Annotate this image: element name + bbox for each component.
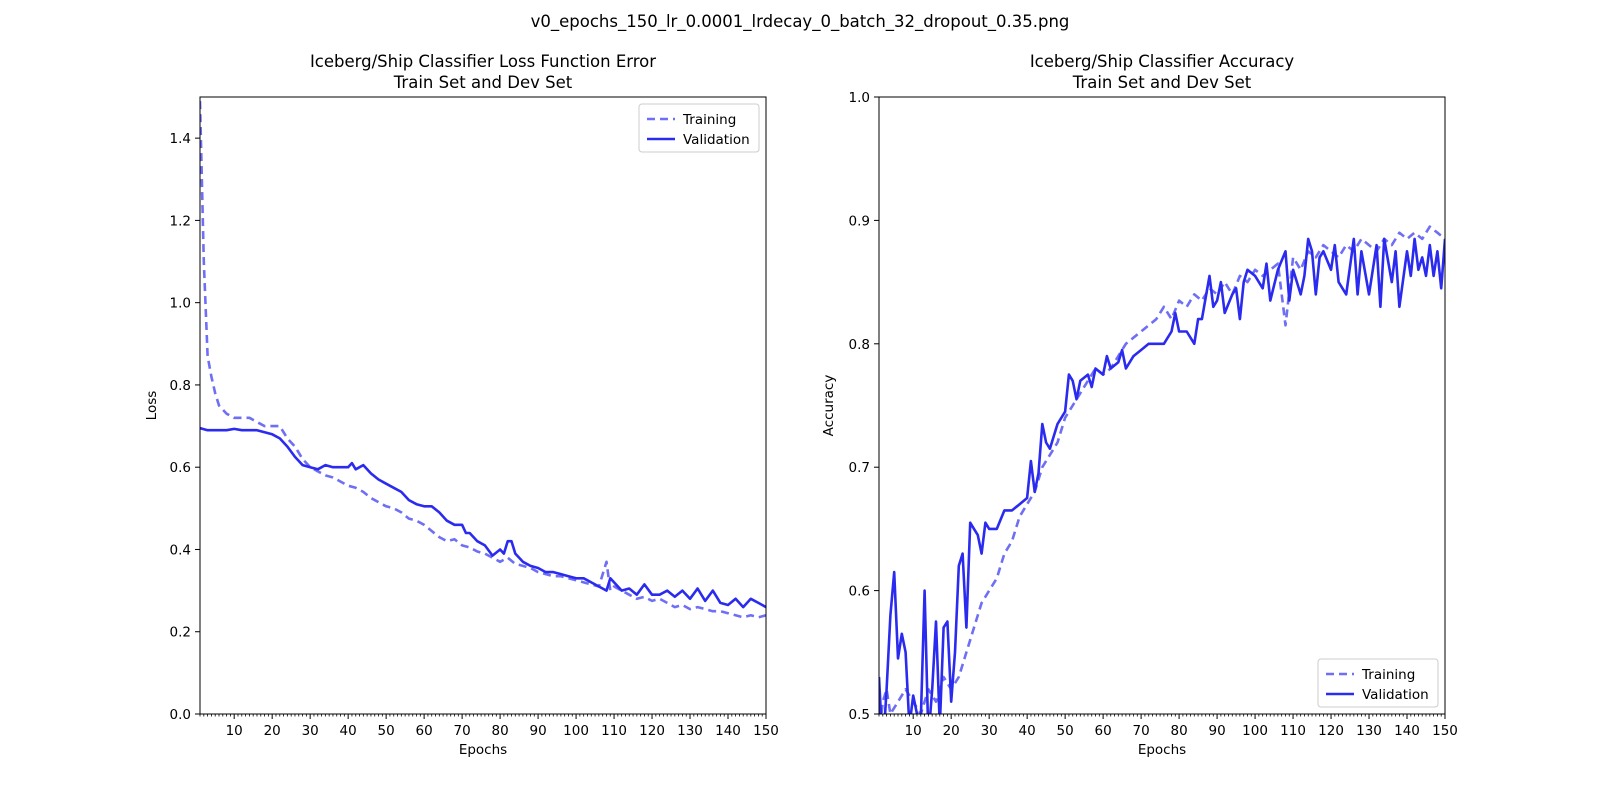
loss-x-tick-label: 140 bbox=[715, 723, 741, 739]
acc-chart-title-line: Iceberg/Ship Classifier Accuracy bbox=[1030, 52, 1295, 71]
acc-y-tick-label: 0.9 bbox=[849, 213, 870, 229]
acc-series-training-line bbox=[880, 225, 1445, 714]
acc-x-tick-label: 140 bbox=[1394, 723, 1420, 739]
acc-y-tick-label: 0.5 bbox=[849, 707, 870, 723]
acc-x-tick-label: 80 bbox=[1171, 723, 1188, 739]
loss-y-axis-label: Loss bbox=[144, 391, 160, 421]
loss-series-training-line bbox=[200, 101, 766, 619]
acc-y-tick-label: 0.7 bbox=[849, 460, 870, 476]
acc-chart-title-line: Train Set and Dev Set bbox=[1072, 73, 1252, 92]
acc-y-tick-label: 1.0 bbox=[849, 90, 870, 106]
loss-x-tick-label: 20 bbox=[264, 723, 281, 739]
loss-chart-title-line: Train Set and Dev Set bbox=[393, 73, 573, 92]
loss-y-tick-label: 1.0 bbox=[170, 296, 191, 312]
acc-x-tick-label: 110 bbox=[1280, 723, 1306, 739]
loss-y-tick-label: 0.0 bbox=[170, 707, 191, 723]
acc-x-tick-label: 90 bbox=[1208, 723, 1225, 739]
figure-title: v0_epochs_150_lr_0.0001_lrdecay_0_batch_… bbox=[530, 12, 1070, 31]
acc-y-tick-label: 0.6 bbox=[849, 584, 870, 600]
acc-x-axis-label: Epochs bbox=[1138, 742, 1186, 758]
loss-x-tick-label: 60 bbox=[416, 723, 433, 739]
acc-x-tick-label: 40 bbox=[1019, 723, 1036, 739]
loss-y-tick-label: 1.2 bbox=[170, 213, 191, 229]
loss-legend-label-training: Training bbox=[682, 112, 736, 128]
loss-chart-title-line: Iceberg/Ship Classifier Loss Function Er… bbox=[310, 52, 656, 71]
loss-x-tick-label: 100 bbox=[563, 723, 589, 739]
loss-y-tick-label: 0.4 bbox=[170, 542, 191, 558]
acc-x-tick-label: 70 bbox=[1133, 723, 1150, 739]
loss-x-tick-label: 130 bbox=[677, 723, 703, 739]
acc-legend: Training Validation bbox=[1317, 658, 1439, 708]
loss-x-tick-label: 10 bbox=[226, 723, 243, 739]
loss-x-tick-label: 150 bbox=[753, 723, 779, 739]
acc-series-validation-line bbox=[879, 237, 1445, 714]
loss-x-tick-label: 70 bbox=[454, 723, 471, 739]
loss-x-tick-label: 30 bbox=[302, 723, 319, 739]
loss-x-tick-label: 110 bbox=[601, 723, 627, 739]
acc-x-tick-label: 50 bbox=[1057, 723, 1074, 739]
loss-chart: Iceberg/Ship Classifier Loss Function Er… bbox=[144, 52, 779, 758]
loss-y-tick-label: 0.6 bbox=[170, 460, 191, 476]
loss-plot-frame bbox=[199, 96, 767, 715]
acc-x-tick-label: 130 bbox=[1356, 723, 1382, 739]
acc-x-tick-label: 60 bbox=[1095, 723, 1112, 739]
loss-legend: Training Validation bbox=[638, 103, 760, 153]
loss-legend-label-validation: Validation bbox=[683, 132, 750, 148]
loss-x-tick-label: 90 bbox=[529, 723, 546, 739]
acc-x-tick-label: 20 bbox=[943, 723, 960, 739]
loss-y-tick-label: 1.4 bbox=[170, 131, 191, 147]
acc-legend-label-validation: Validation bbox=[1362, 687, 1429, 703]
acc-y-tick-label: 0.8 bbox=[849, 337, 870, 353]
loss-y-tick-label: 0.8 bbox=[170, 378, 191, 394]
loss-x-tick-label: 120 bbox=[639, 723, 665, 739]
loss-x-tick-label: 50 bbox=[378, 723, 395, 739]
acc-plot-frame bbox=[878, 96, 1446, 715]
acc-x-tick-label: 150 bbox=[1432, 723, 1458, 739]
acc-legend-label-training: Training bbox=[1361, 667, 1415, 683]
loss-series-validation-line bbox=[200, 426, 766, 609]
loss-y-tick-label: 0.2 bbox=[170, 625, 191, 641]
loss-x-axis-label: Epochs bbox=[459, 742, 507, 758]
acc-x-tick-label: 30 bbox=[981, 723, 998, 739]
acc-x-tick-label: 100 bbox=[1242, 723, 1268, 739]
acc-y-axis-label: Accuracy bbox=[821, 375, 837, 437]
acc-x-tick-label: 10 bbox=[905, 723, 922, 739]
loss-x-tick-label: 40 bbox=[340, 723, 357, 739]
loss-x-tick-label: 80 bbox=[492, 723, 509, 739]
accuracy-chart: Iceberg/Ship Classifier Accuracy Train Se… bbox=[821, 52, 1458, 758]
acc-x-tick-label: 120 bbox=[1318, 723, 1344, 739]
